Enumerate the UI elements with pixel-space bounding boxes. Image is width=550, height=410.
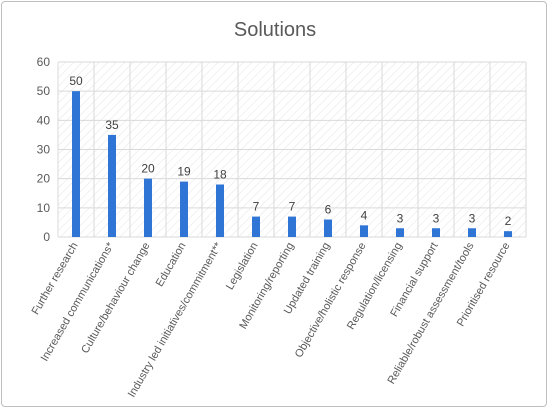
bar — [468, 228, 476, 237]
y-tick-label: 50 — [37, 84, 51, 98]
data-label: 50 — [69, 74, 83, 88]
bar — [180, 181, 188, 237]
bar — [288, 216, 296, 237]
y-tick-label: 30 — [37, 143, 51, 157]
chart-title: Solutions — [234, 19, 316, 41]
y-tick-label: 20 — [37, 172, 51, 186]
bar — [396, 228, 404, 237]
data-label: 18 — [213, 168, 227, 182]
x-category-label: Culture/behaviour change — [79, 241, 152, 356]
data-label: 3 — [397, 211, 404, 225]
y-tick-label: 40 — [37, 113, 51, 127]
data-label: 7 — [253, 200, 260, 214]
bar — [504, 231, 512, 237]
bar — [144, 178, 152, 237]
data-label: 6 — [325, 203, 332, 217]
data-label: 35 — [105, 118, 119, 132]
bar — [252, 216, 260, 237]
data-label: 7 — [289, 200, 296, 214]
data-label: 4 — [361, 208, 368, 222]
bar — [216, 184, 224, 237]
bar — [360, 225, 368, 237]
data-label: 3 — [469, 211, 476, 225]
data-label: 3 — [433, 211, 440, 225]
y-tick-label: 10 — [37, 201, 51, 215]
y-tick-label: 60 — [37, 55, 51, 69]
data-label: 19 — [177, 165, 191, 179]
bar — [432, 228, 440, 237]
bar — [72, 91, 80, 238]
x-category-label: Increased communications* — [39, 240, 117, 364]
y-tick-label: 0 — [43, 230, 50, 244]
data-label: 20 — [141, 162, 155, 176]
x-category-label: Education — [154, 241, 189, 289]
data-label: 2 — [505, 214, 512, 228]
bar — [324, 219, 332, 237]
x-category-label: Legislation — [224, 241, 261, 293]
bar — [108, 134, 116, 237]
x-category-label: Objective/holistic response — [293, 241, 369, 360]
